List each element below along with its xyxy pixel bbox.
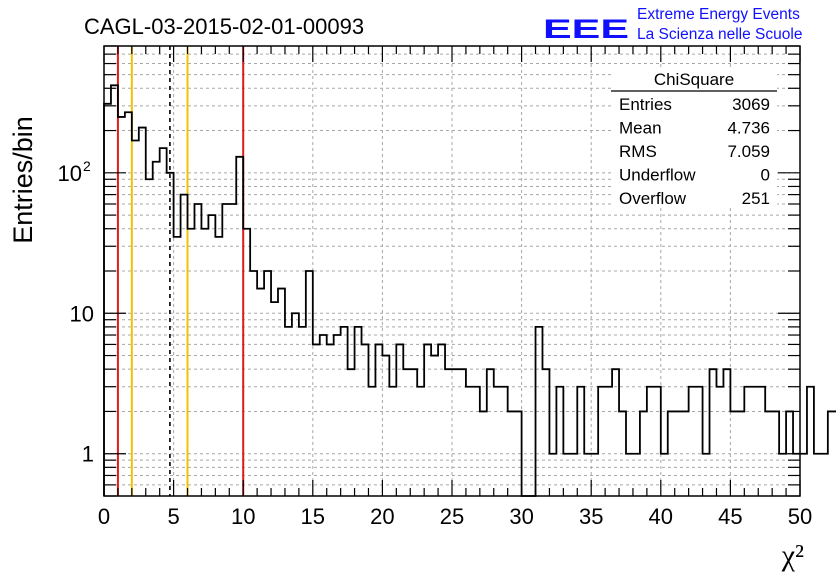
stats-row-value: 7.059: [727, 142, 770, 161]
eee-logo: EEE Extreme Energy Events La Scienza nel…: [543, 6, 802, 44]
x-tick-label: 35: [579, 504, 603, 529]
logo-mark: EEE: [543, 14, 629, 44]
x-tick-label: 30: [509, 504, 533, 529]
stats-row-label: Overflow: [619, 189, 687, 208]
y-tick-label: 1: [82, 442, 94, 467]
axis-ticks: [103, 45, 801, 497]
y-tick-label-exponent: 2: [83, 158, 91, 174]
stats-row-label: RMS: [619, 142, 657, 161]
stats-row-label: Underflow: [619, 166, 696, 185]
x-tick-label: 15: [301, 504, 325, 529]
y-tick-label: 10: [70, 301, 94, 326]
stats-row-value: 251: [742, 189, 770, 208]
y-tick-label: 10: [58, 161, 82, 186]
stats-rows: Entries 3069 Mean 4.736 RMS 7.059 Underflow 0 Ov…: [619, 95, 770, 208]
x-tick-label: 0: [98, 504, 110, 529]
x-tick-label: 10: [231, 504, 255, 529]
logo-line-1: Extreme Energy Events: [637, 6, 800, 23]
x-tick-label: 25: [440, 504, 464, 529]
x-tick-labels: 0 5 10 15 20 25 30 35 40 45 50: [98, 504, 812, 529]
stats-title: ChiSquare: [654, 70, 734, 89]
chart-title: CAGL-03-2015-02-01-00093: [84, 14, 364, 39]
stats-row-label: Entries: [619, 95, 672, 114]
histogram: [103, 84, 836, 497]
histogram-outline: [103, 84, 836, 497]
x-tick-label: 50: [788, 504, 812, 529]
x-tick-label: 20: [370, 504, 394, 529]
y-axis-title: Entries/bin: [8, 116, 38, 244]
x-tick-label: 40: [649, 504, 673, 529]
stats-row-value: 3069: [732, 95, 770, 114]
stats-row-value: 0: [761, 166, 770, 185]
x-axis-title: χ²: [781, 539, 804, 572]
stats-box: ChiSquare Entries 3069 Mean 4.736 RMS 7.059 Un…: [611, 67, 777, 208]
logo-line-2: La Scienza nelle Scuole: [637, 26, 802, 43]
x-tick-label: 5: [167, 504, 179, 529]
stats-row-value: 4.736: [727, 119, 770, 138]
stats-row-label: Mean: [619, 119, 662, 138]
x-tick-label: 45: [718, 504, 742, 529]
